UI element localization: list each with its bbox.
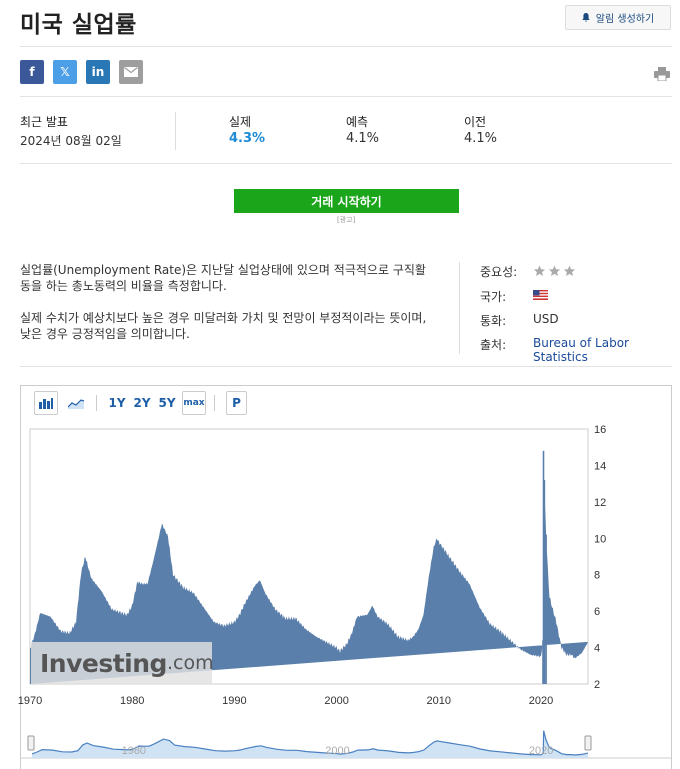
navigator-line <box>31 730 589 756</box>
actual-label: 실제 <box>229 115 252 129</box>
range-1y-button[interactable]: 1Y <box>107 391 127 415</box>
twitter-share-button[interactable]: 𝕏 <box>53 60 77 84</box>
chart-container <box>20 385 672 769</box>
importance-stars <box>533 265 576 277</box>
watermark-suffix: .com <box>166 652 214 674</box>
create-alert-label: 알림 생성하기 <box>595 14 655 25</box>
unemployment-area-series <box>30 450 588 684</box>
area-chart-icon <box>68 399 84 409</box>
bar-chart-toggle[interactable] <box>34 391 58 415</box>
y-tick-label: 16 <box>594 424 606 436</box>
divider <box>20 366 672 367</box>
range-5y-button[interactable]: 5Y <box>157 391 177 415</box>
latest-release-date: 2024년 08월 02일 <box>20 134 122 148</box>
twitter-icon: 𝕏 <box>60 65 70 79</box>
linkedin-icon: in <box>91 65 105 79</box>
navigator-tick-label: 1980 <box>122 745 146 757</box>
range-max-button[interactable]: max <box>182 391 206 415</box>
divider <box>20 96 672 97</box>
range-2y-button[interactable]: 2Y <box>132 391 152 415</box>
x-tick-label: 1990 <box>222 695 246 707</box>
navigator-handle[interactable] <box>584 735 592 751</box>
forecast-value: 4.1% <box>346 131 380 146</box>
divider <box>20 163 672 164</box>
y-tick-label: 10 <box>594 533 606 545</box>
previous-value: 4.1% <box>464 131 498 146</box>
page-title: 미국 실업률 <box>20 12 137 38</box>
x-tick-label: 2000 <box>324 695 348 707</box>
x-tick-label: 2020 <box>529 695 553 707</box>
y-tick-label: 2 <box>594 679 600 691</box>
star-icon <box>548 265 561 276</box>
area-chart-toggle[interactable] <box>64 391 88 415</box>
facebook-share-button[interactable]: f <box>20 60 44 84</box>
source-label: 출처: <box>480 338 507 352</box>
forecast-label: 예측 <box>346 115 369 129</box>
currency-value: USD <box>533 312 559 326</box>
source-link[interactable]: Bureau of Labor Statistics <box>533 336 629 364</box>
print-icon[interactable] <box>654 67 670 81</box>
y-tick-label: 12 <box>594 497 606 509</box>
divider <box>96 395 97 411</box>
email-share-button[interactable] <box>119 60 143 84</box>
investing-watermark: Investing .com <box>31 642 214 684</box>
divider <box>175 112 176 150</box>
navigator-handle[interactable] <box>27 735 35 751</box>
description-paragraph: 실업률(Unemployment Rate)은 지난달 실업상태에 있으며 적극… <box>20 263 426 293</box>
x-tick-label: 2010 <box>427 695 451 707</box>
us-flag-icon <box>533 290 548 300</box>
create-alert-button[interactable]: 알림 생성하기 <box>565 5 671 30</box>
divider <box>20 46 672 47</box>
navigator-tick-label: 2020 <box>529 745 553 757</box>
latest-release-label: 최근 발표 <box>20 115 68 129</box>
p-button[interactable]: P <box>226 391 247 415</box>
x-tick-label: 1970 <box>18 695 42 707</box>
country-label: 국가: <box>480 290 507 304</box>
y-tick-label: 4 <box>594 643 600 655</box>
watermark-brand: Investing <box>40 648 167 678</box>
importance-label: 중요성: <box>480 265 518 279</box>
currency-label: 통화: <box>480 314 507 328</box>
bell-icon <box>582 13 590 22</box>
star-icon <box>563 265 576 276</box>
divider <box>459 262 460 354</box>
previous-label: 이전 <box>464 115 487 129</box>
description-paragraph: 실제 수치가 예상치보다 높은 경우 미달러화 가치 및 전망이 부정적이라는 … <box>20 311 427 341</box>
envelope-icon <box>124 67 138 77</box>
star-icon <box>533 265 546 276</box>
start-trading-button[interactable]: 거래 시작하기 <box>234 189 459 213</box>
y-tick-label: 14 <box>594 460 606 472</box>
y-tick-label: 6 <box>594 606 600 618</box>
bar-chart-icon <box>39 398 53 409</box>
divider <box>214 395 215 411</box>
x-tick-label: 1980 <box>120 695 144 707</box>
facebook-icon: f <box>29 65 35 79</box>
navigator-tick-label: 2000 <box>325 745 349 757</box>
navigator-area <box>32 730 588 758</box>
linkedin-share-button[interactable]: in <box>86 60 110 84</box>
y-tick-label: 8 <box>594 570 600 582</box>
actual-value: 4.3% <box>229 131 266 146</box>
ad-label: [광고] <box>337 216 356 224</box>
